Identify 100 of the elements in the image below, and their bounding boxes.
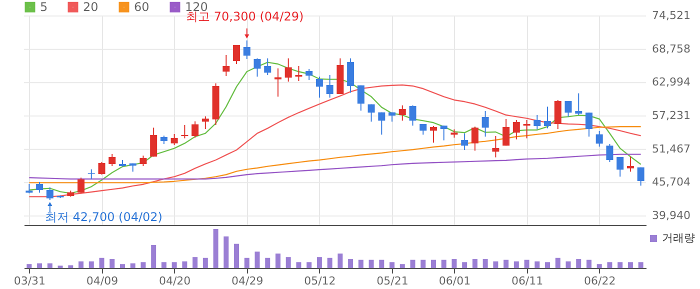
bar <box>348 259 354 268</box>
y-tick-label: 45,704 <box>652 176 690 189</box>
bar <box>202 258 208 268</box>
candlestick <box>596 130 603 148</box>
legend-label: 60 <box>134 0 150 14</box>
bar <box>316 257 322 268</box>
x-tick-label: 05/12 <box>304 274 336 288</box>
bar <box>638 262 644 268</box>
candlestick <box>46 186 54 201</box>
candlestick <box>637 166 644 186</box>
bar <box>68 265 74 268</box>
bar <box>78 261 84 268</box>
legend-label: 5 <box>40 0 48 14</box>
bar <box>368 260 374 268</box>
candlestick <box>357 84 364 112</box>
bar <box>618 262 623 268</box>
candlestick <box>585 112 592 138</box>
bar <box>234 244 240 268</box>
bar <box>338 254 343 268</box>
candlestick <box>534 114 541 130</box>
candlestick <box>482 110 489 138</box>
bar <box>420 260 426 268</box>
legend-label: 20 <box>83 0 98 14</box>
x-tick-label: 04/20 <box>158 274 191 288</box>
candlestick <box>150 127 158 158</box>
bar <box>161 262 166 268</box>
bar <box>504 260 509 268</box>
bar <box>493 261 498 268</box>
candlestick <box>378 112 386 136</box>
y-tick-label: 57,231 <box>652 108 690 122</box>
bar <box>110 259 115 268</box>
candlestick <box>254 58 261 78</box>
candlestick <box>512 119 520 140</box>
candlestick <box>492 136 500 158</box>
bar <box>379 260 384 268</box>
bar <box>452 259 457 268</box>
candlestick <box>243 40 250 60</box>
candlestick <box>140 155 147 167</box>
candlestick <box>471 126 478 152</box>
bar <box>555 258 560 268</box>
bar <box>26 264 32 268</box>
bar <box>88 261 94 268</box>
bar <box>482 259 488 268</box>
bar <box>410 260 416 268</box>
bar <box>441 260 446 268</box>
candlestick <box>316 76 323 98</box>
y-tick-label: 51,467 <box>652 142 690 156</box>
bar <box>462 262 468 268</box>
line-series <box>28 84 642 198</box>
bar <box>306 262 312 268</box>
candlestick <box>544 106 552 129</box>
candlestick <box>181 124 188 139</box>
candlestick <box>368 104 375 122</box>
candlestick <box>170 133 178 146</box>
bar <box>296 262 302 268</box>
candlestick <box>284 58 292 82</box>
bar <box>151 244 156 268</box>
legend-label: 거래량 <box>662 232 695 244</box>
bar <box>534 261 540 268</box>
candlestick <box>626 156 634 172</box>
bar <box>286 257 291 268</box>
bar <box>566 261 571 268</box>
candlestick <box>326 74 334 98</box>
bar <box>524 260 530 268</box>
candlestick <box>502 118 510 146</box>
bar <box>275 254 280 268</box>
bar <box>254 252 260 268</box>
bar <box>514 261 519 268</box>
x-tick-label: 04/29 <box>232 274 264 288</box>
bar <box>628 262 633 268</box>
bar <box>224 236 229 268</box>
candlestick <box>461 132 468 150</box>
candlestick <box>409 104 416 126</box>
bar <box>265 258 270 268</box>
candlestick <box>36 181 44 194</box>
bar <box>586 260 592 268</box>
candlestick <box>26 184 33 194</box>
bar <box>327 258 332 268</box>
bar <box>358 260 364 268</box>
x-tick-label: 05/21 <box>376 274 408 288</box>
annotation: 최저 42,700 (04/02) <box>44 210 162 224</box>
y-tick-label: 68,758 <box>652 42 690 56</box>
x-tick-label: 06/22 <box>584 274 616 288</box>
bar <box>182 261 188 268</box>
candlestick <box>192 120 199 138</box>
bar <box>120 264 125 268</box>
x-tick-label: 06/01 <box>438 274 471 288</box>
x-tick-label: 04/09 <box>86 274 118 288</box>
candlestick <box>616 156 624 178</box>
candlestick <box>233 44 240 65</box>
bar <box>607 262 612 268</box>
candlestick <box>202 116 209 130</box>
bar <box>37 263 42 268</box>
y-tick-label: 62,994 <box>652 76 690 89</box>
candlestick <box>78 177 85 194</box>
bar <box>472 259 478 268</box>
bar <box>213 229 218 268</box>
bar <box>192 257 198 268</box>
y-tick-label: 39,940 <box>652 208 690 222</box>
x-tick-label: 03/31 <box>14 274 46 288</box>
